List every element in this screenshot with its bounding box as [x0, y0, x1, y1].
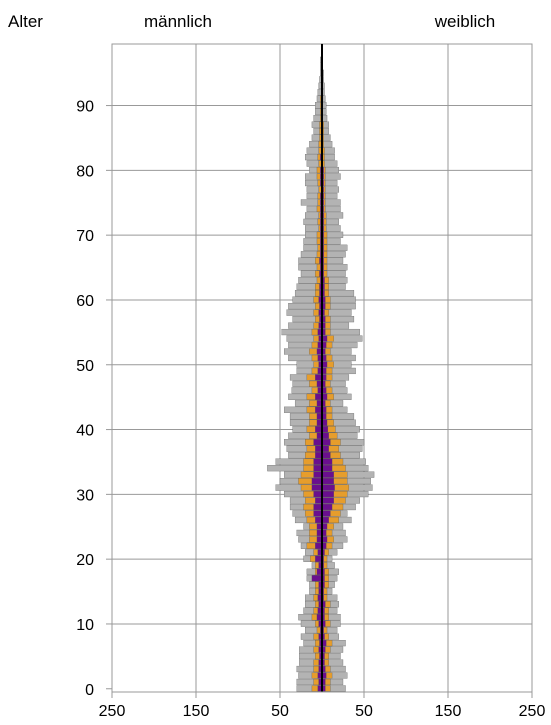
male-bar-purple: [315, 406, 323, 413]
female-bar-purple: [321, 516, 329, 524]
female-bar-purple: [321, 458, 333, 465]
female-bar-purple: [321, 503, 333, 511]
male-bar-purple: [313, 439, 323, 446]
female-bar-purple: [321, 497, 334, 504]
x-tick-label: 250: [519, 703, 546, 720]
x-tick-label: 50: [271, 703, 289, 720]
male-bar-purple: [315, 542, 323, 549]
y-tick-labels: 0 10 20 30 40 50 60 70 80 90: [76, 99, 94, 699]
male-bar-purple: [315, 452, 323, 459]
y-tick-label: 70: [76, 228, 94, 245]
bars: [267, 43, 375, 692]
y-tick-label: 50: [76, 358, 94, 375]
male-bar-purple: [315, 426, 323, 433]
y-tick-label: 20: [76, 552, 94, 569]
y-tick-label: 40: [76, 423, 94, 440]
y-tick-label: 30: [76, 487, 94, 504]
male-bar-purple: [311, 484, 323, 491]
male-bar-purple: [313, 465, 323, 472]
male-bar-purple: [315, 374, 323, 381]
female-bar-purple: [321, 439, 331, 446]
male-bar-purple: [313, 490, 323, 498]
female-bar-purple: [321, 490, 334, 498]
female-bar-purple: [321, 478, 334, 485]
male-bar-purple: [315, 393, 323, 400]
female-bar-purple: [321, 484, 335, 491]
male-bar-purple: [313, 471, 323, 478]
x-tick-label: 150: [435, 703, 462, 720]
y-tick-label: 90: [76, 99, 94, 116]
male-bar-purple: [315, 497, 323, 504]
male-bar-purple: [311, 478, 323, 485]
female-bar-purple: [321, 471, 334, 478]
x-tick-label: 50: [355, 703, 373, 720]
y-tick-label: 60: [76, 293, 94, 310]
female-bar-purple: [321, 445, 329, 452]
female-bar-purple: [321, 465, 333, 472]
y-tick-label: 80: [76, 163, 94, 180]
male-bar-purple: [311, 575, 323, 582]
y-tick-label: 10: [76, 617, 94, 634]
axes: [111, 44, 533, 698]
y-tick-label: 0: [85, 682, 94, 699]
male-bar-purple: [313, 510, 323, 517]
right-side-label: weiblich: [434, 12, 495, 31]
male-bar-purple: [315, 445, 323, 452]
left-side-label: männlich: [144, 12, 212, 31]
male-bar-purple: [313, 458, 323, 465]
male-bar-purple: [313, 503, 323, 511]
female-bar-purple: [321, 452, 331, 459]
x-tick-labels: 250 150 50 50 150 250: [99, 703, 546, 720]
female-bar-purple: [321, 510, 331, 517]
x-tick-label: 250: [99, 703, 126, 720]
y-axis-title: Alter: [8, 12, 43, 31]
x-tick-label: 150: [183, 703, 210, 720]
female-bar-purple: [321, 432, 329, 439]
male-bar-purple: [315, 555, 323, 562]
male-bar-purple: [315, 516, 323, 524]
